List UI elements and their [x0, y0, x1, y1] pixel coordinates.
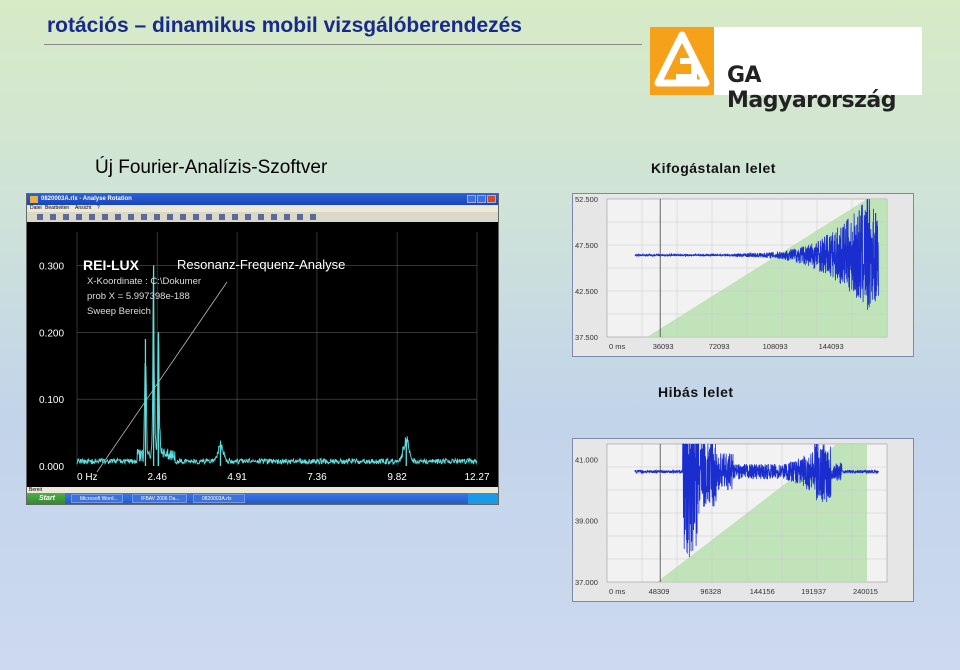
toolbar-button[interactable]	[37, 214, 43, 220]
y-tick-label: 41.000	[575, 455, 598, 464]
x-tick-label: 72093	[709, 342, 730, 351]
start-label: Start	[39, 495, 55, 502]
toolbar-button[interactable]	[154, 214, 160, 220]
toolbar-button[interactable]	[284, 214, 290, 220]
vibration-trace	[634, 443, 879, 558]
toolbar-button[interactable]	[180, 214, 186, 220]
status-text: Bereit	[29, 487, 43, 493]
x-tick-label: 48309	[649, 587, 670, 596]
taskbar: Start Microsoft Word... IFBAV 2006 Da...…	[27, 493, 498, 504]
y-tick-label: 0.200	[39, 328, 64, 339]
y-tick-label: 39.000	[575, 517, 598, 526]
y-tick-label: 42.500	[575, 287, 598, 296]
good-result-chart-panel: 52.500 47.500 42.500 37.500 0 ms 36093 72093 10…	[572, 193, 914, 357]
ga-logo: GA Magyarország	[650, 27, 922, 113]
toolbar-button[interactable]	[128, 214, 134, 220]
menu-ansicht[interactable]: Ansicht	[75, 205, 92, 211]
vibration-trace	[634, 198, 879, 311]
x-tick-label: 240015	[853, 587, 878, 596]
maximize-button[interactable]	[477, 195, 486, 203]
menu-help[interactable]: ?	[97, 205, 100, 211]
analysis-heading: Resonanz-Frequenz-Analyse	[177, 257, 345, 272]
toolbar-button[interactable]	[115, 214, 121, 220]
good-result-label: Kifogástalan lelet	[651, 160, 776, 176]
toolbar-button[interactable]	[271, 214, 277, 220]
toolbar-button[interactable]	[63, 214, 69, 220]
y-tick-label: 37.500	[575, 333, 598, 342]
x-tick-label: 191937	[801, 587, 826, 596]
toolbar-button[interactable]	[245, 214, 251, 220]
window-titlebar: 0820003A.rlx - Analyse Rotation	[27, 194, 498, 205]
ga-logo-mark-icon	[650, 27, 714, 95]
status-bar: Bereit	[27, 487, 498, 493]
toolbar-button[interactable]	[219, 214, 225, 220]
taskbar-item-ifbav[interactable]: IFBAV 2006 Da...	[132, 494, 187, 503]
window-title: 0820003A.rlx - Analyse Rotation	[41, 196, 132, 202]
x-tick-label: 0 ms	[609, 587, 626, 596]
toolbar-button[interactable]	[76, 214, 82, 220]
toolbar-button[interactable]	[89, 214, 95, 220]
x-tick-label: 9.82	[387, 472, 407, 483]
good-vibration-chart: 52.500 47.500 42.500 37.500 0 ms 36093 72093 10…	[575, 195, 888, 351]
x-tick-label: 7.36	[307, 472, 327, 483]
info-line-3: Sweep Bereich	[87, 306, 151, 317]
bad-vibration-chart: 41.000 39.000 37.000 0 ms 48309 96328 144156 19…	[575, 443, 888, 596]
menu-bar: Datei Bearbeiten Ansicht ?	[27, 205, 498, 212]
x-tick-label: 4.91	[227, 472, 247, 483]
title-divider	[44, 44, 642, 45]
info-line-1: X-Koordinate : C:\Dokumer	[87, 276, 201, 287]
taskbar-item-analysis[interactable]: 0820003A.rlx	[193, 494, 245, 503]
bad-result-chart-panel: 41.000 39.000 37.000 0 ms 48309 96328 144156 19…	[572, 438, 914, 602]
toolbar-button[interactable]	[206, 214, 212, 220]
toolbar-button[interactable]	[232, 214, 238, 220]
toolbar	[27, 212, 498, 222]
info-line-2: prob X = 5.997398e-188	[87, 291, 190, 302]
y-tick-label: 47.500	[575, 241, 598, 250]
software-subtitle: Új Fourier-Analízis-Szoftver	[95, 157, 328, 178]
menu-bearbeiten[interactable]: Bearbeiten	[45, 205, 70, 211]
toolbar-button[interactable]	[297, 214, 303, 220]
y-tick-label: 37.000	[575, 578, 598, 587]
toolbar-button[interactable]	[141, 214, 147, 220]
toolbar-button[interactable]	[167, 214, 173, 220]
x-tick-label: 2.46	[147, 472, 167, 483]
y-tick-label: 0.300	[39, 261, 64, 272]
logo-text: GA Magyarország	[727, 63, 896, 113]
x-tick-label: 144156	[750, 587, 775, 596]
y-tick-label: 0.100	[39, 395, 64, 406]
toolbar-button[interactable]	[193, 214, 199, 220]
menu-datei[interactable]: Datei	[30, 205, 42, 211]
y-tick-label: 52.500	[575, 195, 598, 204]
start-button[interactable]: Start	[27, 493, 65, 504]
x-tick-label: 12.27	[464, 472, 489, 483]
x-tick-label: 108093	[763, 342, 788, 351]
close-button[interactable]	[487, 195, 496, 203]
sweep-line	[96, 281, 228, 473]
system-tray	[468, 493, 498, 504]
y-tick-label: 0.000	[39, 462, 64, 473]
slide-title: rotációs – dinamikus mobil vizsgálóberen…	[47, 14, 522, 37]
toolbar-button[interactable]	[102, 214, 108, 220]
app-icon	[30, 196, 38, 203]
brand-label: REI-LUX	[83, 257, 140, 273]
bad-result-label: Hibás lelet	[658, 384, 734, 400]
minimize-button[interactable]	[467, 195, 476, 203]
toolbar-button[interactable]	[258, 214, 264, 220]
taskbar-item-word[interactable]: Microsoft Word...	[71, 494, 123, 503]
analysis-window: 0820003A.rlx - Analyse Rotation Datei Be…	[26, 193, 499, 505]
spectrum-trace	[76, 270, 478, 466]
fft-plot-area: REI-LUX Resonanz-Frequenz-Analyse X-Koor…	[27, 222, 498, 488]
x-tick-label: 0 Hz	[77, 472, 98, 483]
x-tick-label: 0 ms	[609, 342, 626, 351]
x-tick-label: 144093	[819, 342, 844, 351]
fft-chart: REI-LUX Resonanz-Frequenz-Analyse X-Koor…	[39, 232, 490, 483]
toolbar-button[interactable]	[310, 214, 316, 220]
x-tick-label: 96328	[700, 587, 721, 596]
toolbar-button[interactable]	[50, 214, 56, 220]
x-tick-label: 36093	[653, 342, 674, 351]
